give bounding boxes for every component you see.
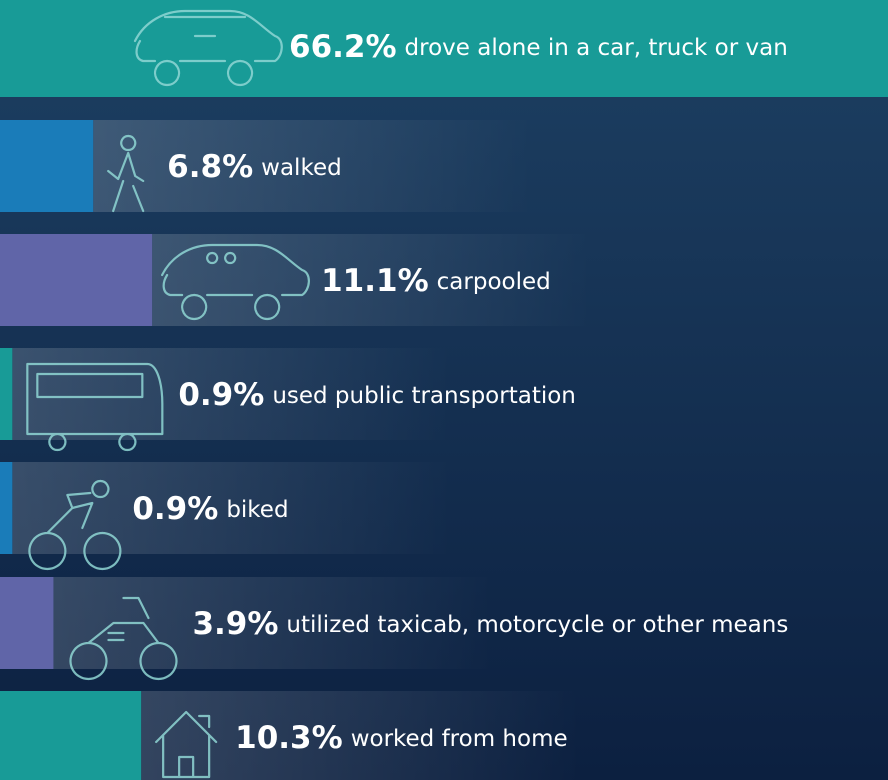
row-fade xyxy=(12,462,453,554)
row-label: 3.9% utilized taxicab, motorcycle or othe… xyxy=(192,606,788,642)
icon xyxy=(161,243,310,321)
row-label: 11.1% carpooled xyxy=(321,263,551,299)
row: 66.2% drove alone in a car, truck or van xyxy=(0,0,888,97)
row: 0.9% biked xyxy=(0,462,453,571)
value-label: 0.9% xyxy=(132,491,218,527)
icon-shape xyxy=(133,9,283,87)
row-fade xyxy=(152,234,593,326)
row-fade xyxy=(93,120,534,212)
category-label: biked xyxy=(226,497,288,523)
row: 11.1% carpooled xyxy=(0,234,593,326)
row-label: 66.2% drove alone in a car, truck or van xyxy=(289,29,788,65)
icon xyxy=(107,134,145,213)
value-label: 6.8% xyxy=(167,149,253,185)
icon-shape xyxy=(69,596,178,681)
row-label: 0.9% biked xyxy=(132,491,288,527)
row: 0.9% used public transportation xyxy=(0,348,576,452)
value-label: 10.3% xyxy=(235,720,343,756)
row-label: 10.3% worked from home xyxy=(235,720,568,756)
category-label: worked from home xyxy=(351,726,568,752)
row-label: 6.8% walked xyxy=(167,149,342,185)
icon-shape xyxy=(161,243,310,321)
bar xyxy=(0,577,54,669)
category-label: utilized taxicab, motorcycle or other me… xyxy=(286,612,788,638)
category-label: drove alone in a car, truck or van xyxy=(405,35,788,61)
value-label: 11.1% xyxy=(321,263,429,299)
value-label: 3.9% xyxy=(192,606,278,642)
row: 3.9% utilized taxicab, motorcycle or othe… xyxy=(0,577,788,681)
row: 6.8% walked xyxy=(0,120,534,213)
value-label: 66.2% xyxy=(289,29,397,65)
bar xyxy=(0,348,13,440)
bar xyxy=(0,691,142,780)
row-fade xyxy=(141,691,582,780)
bar xyxy=(0,120,94,212)
row-label: 0.9% used public transportation xyxy=(178,377,576,413)
category-label: used public transportation xyxy=(272,383,576,409)
icon xyxy=(28,479,122,571)
category-label: walked xyxy=(261,155,342,181)
category-label: carpooled xyxy=(437,269,551,295)
icon-shape xyxy=(155,710,218,779)
icon-shape xyxy=(28,479,122,571)
icon-shape xyxy=(107,134,145,213)
bar xyxy=(0,0,888,97)
icon xyxy=(133,9,283,87)
value-label: 0.9% xyxy=(178,377,264,413)
bar xyxy=(0,234,153,326)
icon xyxy=(69,596,178,681)
icon xyxy=(155,710,218,779)
icon xyxy=(26,362,164,452)
bar xyxy=(0,462,13,554)
row: 10.3% worked from home xyxy=(0,691,582,780)
icon-shape xyxy=(26,362,164,452)
